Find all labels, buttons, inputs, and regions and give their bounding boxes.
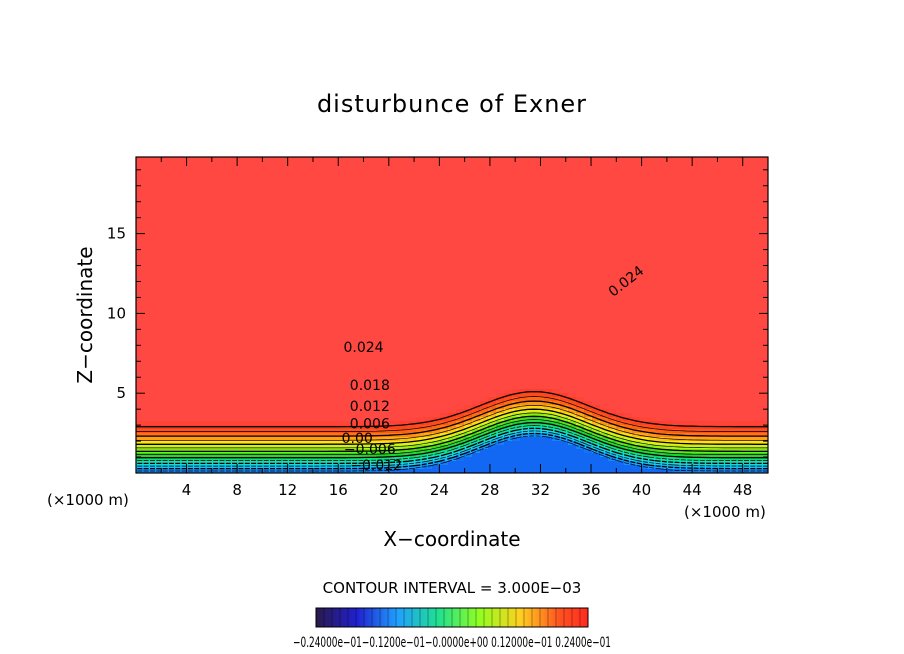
x-tick-label: 4 [182, 481, 192, 499]
y-tick-label: 15 [107, 225, 126, 243]
chart-title: disturbunce of Exner [317, 90, 587, 118]
contour-label: 0.00 [342, 431, 373, 447]
contour-interval-label: CONTOUR INTERVAL = 3.000E−03 [323, 579, 582, 597]
contour-line [136, 415, 768, 453]
colorbar-frame [315, 607, 589, 628]
plot-frame [135, 156, 769, 474]
x-tick-label: 20 [379, 481, 398, 499]
x-tick-label: 28 [480, 481, 499, 499]
y-tick-label: 10 [107, 304, 126, 322]
contour-label: −0.006 [344, 442, 396, 458]
axis-ticks [136, 157, 768, 473]
x-axis-label: X−coordinate [383, 527, 520, 551]
x-tick-label: 32 [531, 481, 550, 499]
contour-line [136, 432, 768, 470]
y-tick-label: 5 [116, 384, 126, 402]
contour-label: 0.018 [350, 378, 390, 394]
contour-label: 0.006 [350, 417, 390, 433]
y-tick-labels: 5 10 15 [107, 225, 126, 403]
x-unit-right: (×1000 m) [684, 503, 766, 521]
contour-line [136, 421, 768, 459]
contour-line [136, 425, 768, 461]
contour-line [136, 390, 768, 428]
plot-area: 0.0240.0240.0180.0120.0060.00−0.006−0.01… [135, 156, 769, 474]
colorbar [315, 607, 589, 628]
x-tick-label: 24 [430, 481, 449, 499]
contour-label: 0.012 [350, 399, 390, 415]
contour-lines [136, 390, 768, 472]
x-tick-labels: 4 8 12 16 20 24 28 32 36 40 44 48 [182, 481, 752, 499]
x-tick-label: 8 [232, 481, 242, 499]
x-tick-label: 16 [329, 481, 348, 499]
x-tick-label: 36 [581, 481, 600, 499]
contour-line [136, 404, 768, 441]
x-tick-label: 40 [632, 481, 651, 499]
contour-line [136, 400, 768, 437]
contour-line [136, 408, 768, 445]
y-axis-label: Z−coordinate [73, 246, 97, 383]
x-unit-left: (×1000 m) [47, 491, 129, 509]
contour-line [136, 396, 768, 432]
x-tick-label: 12 [278, 481, 297, 499]
contour-label: −0.012 [350, 458, 402, 474]
contour-line [136, 430, 768, 467]
colorbar-tick-labels: −0.24000e−01−0.1200e−01−0.0000e+00 0.120… [293, 635, 611, 651]
x-tick-label: 48 [733, 481, 752, 499]
colorbar-ticks [323, 608, 581, 627]
contour-line [136, 419, 768, 455]
x-tick-label: 44 [683, 481, 702, 499]
contour-line [136, 412, 768, 449]
contour-line [136, 427, 768, 465]
contour-label: 0.024 [343, 340, 383, 356]
contour-line [136, 435, 768, 472]
color-bands [136, 157, 768, 473]
